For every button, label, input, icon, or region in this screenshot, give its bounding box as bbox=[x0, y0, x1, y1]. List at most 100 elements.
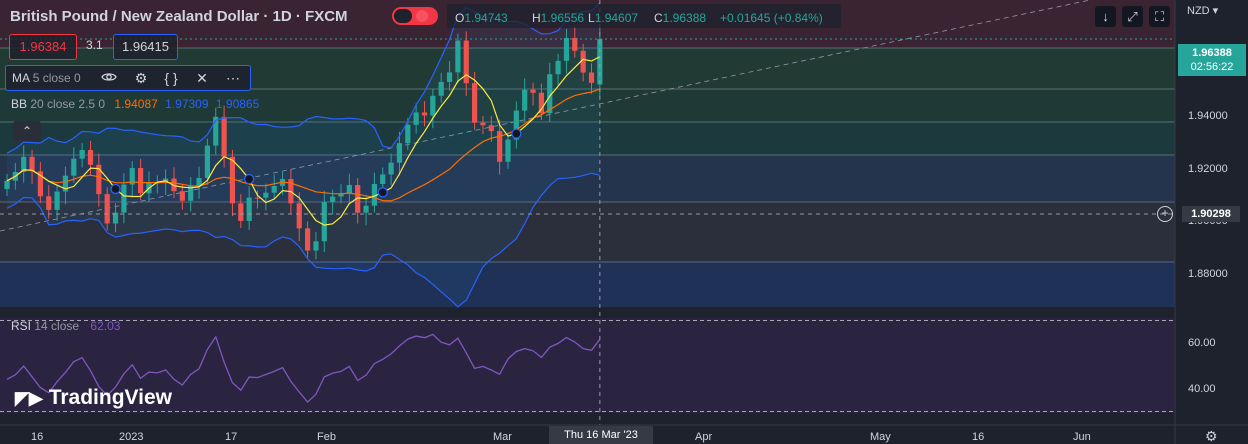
trend-line bbox=[0, 0, 1091, 232]
candle bbox=[497, 131, 503, 162]
candle bbox=[254, 197, 261, 199]
candle bbox=[555, 60, 561, 75]
fullscreen-icon[interactable]: ⛶ bbox=[1149, 6, 1170, 27]
candle bbox=[338, 193, 344, 197]
gear-icon[interactable]: ⚙ bbox=[134, 70, 148, 86]
candle bbox=[271, 185, 277, 193]
source-code-icon[interactable]: { } bbox=[164, 70, 178, 86]
rsi-tick: 60.00 bbox=[1188, 337, 1216, 349]
candle bbox=[112, 212, 119, 224]
candle bbox=[29, 156, 35, 172]
time-tick: 16 bbox=[972, 431, 985, 443]
market-status-toggle[interactable] bbox=[392, 7, 438, 25]
ohlc-background bbox=[447, 4, 841, 28]
candle bbox=[54, 191, 60, 210]
ohlc-change: +0.01645 (+0.84%) bbox=[720, 11, 823, 25]
expand-icon[interactable]: ⤢ bbox=[1122, 6, 1143, 27]
last-price-label: 1.96388 02:56:22 bbox=[1178, 44, 1246, 76]
tradingview-logo[interactable]: ◤▶ TradingView bbox=[15, 386, 173, 409]
ohlc-high: H1.96556 bbox=[532, 11, 585, 25]
candle bbox=[355, 185, 361, 213]
candle bbox=[396, 143, 403, 163]
rsi-tick: 40.00 bbox=[1188, 383, 1216, 395]
candle bbox=[472, 83, 478, 123]
price-zone bbox=[0, 122, 1175, 155]
candle bbox=[196, 177, 202, 187]
candle bbox=[104, 194, 110, 224]
time-tick: Apr bbox=[695, 431, 713, 443]
gear-icon[interactable]: ⚙ bbox=[1205, 428, 1218, 444]
time-tick: 2023 bbox=[119, 431, 144, 443]
ma-legend-label: MA 5 close 0 bbox=[12, 71, 81, 85]
candle bbox=[505, 139, 511, 162]
event-marker bbox=[511, 128, 522, 139]
ma-legend[interactable]: MA 5 close 0 ⚙ { } ✕ ⋯ bbox=[5, 65, 251, 91]
candle bbox=[388, 162, 394, 175]
candle bbox=[480, 122, 486, 126]
toggle-knob bbox=[394, 9, 412, 23]
candle bbox=[405, 124, 411, 144]
sell-button[interactable]: 1.96384 bbox=[9, 34, 77, 60]
candle bbox=[346, 185, 352, 194]
candle bbox=[129, 168, 135, 185]
candle bbox=[530, 89, 536, 93]
candle bbox=[413, 112, 419, 125]
bb-legend[interactable]: BB 20 close 2.5 0 1.94087 1.97309 1.9086… bbox=[11, 97, 260, 111]
event-marker bbox=[110, 183, 121, 195]
ohlc-open: O1.94743 bbox=[455, 11, 508, 25]
symbol-title[interactable]: British Pound / New Zealand Dollar · 1D … bbox=[10, 8, 348, 25]
rsi-pane-bg bbox=[0, 318, 1175, 413]
candle bbox=[321, 202, 327, 242]
candle bbox=[213, 116, 219, 146]
candle bbox=[513, 110, 519, 140]
candle bbox=[204, 145, 210, 178]
price-zone bbox=[0, 89, 1175, 122]
bb-lower-line bbox=[6, 172, 601, 308]
candle bbox=[371, 183, 377, 206]
eye-icon[interactable] bbox=[100, 69, 118, 87]
buy-button[interactable]: 1.96415 bbox=[113, 34, 178, 60]
candle bbox=[246, 197, 252, 221]
event-marker bbox=[377, 187, 388, 198]
candle bbox=[229, 156, 236, 204]
candle bbox=[37, 171, 43, 197]
candle bbox=[463, 40, 469, 84]
price-tick: 1.92000 bbox=[1188, 163, 1228, 175]
time-tick: 17 bbox=[225, 431, 238, 443]
currency-selector[interactable]: NZD ▾ bbox=[1187, 5, 1219, 17]
candle bbox=[46, 196, 52, 210]
candle bbox=[363, 205, 369, 213]
candle bbox=[87, 150, 94, 165]
candle bbox=[79, 150, 85, 159]
market-closed-dot-icon bbox=[416, 10, 428, 22]
collapse-legend-chevron-up-icon[interactable]: ⌃ bbox=[13, 121, 41, 141]
candle bbox=[588, 72, 595, 83]
more-icon[interactable]: ⋯ bbox=[226, 70, 240, 86]
candle bbox=[96, 164, 102, 195]
time-tick: Mar bbox=[493, 431, 512, 443]
crosshair-date-label: Thu 16 Mar '23 bbox=[549, 426, 653, 444]
candle bbox=[597, 39, 603, 85]
crosshair-price-label: 1.90298 bbox=[1182, 206, 1240, 222]
candle bbox=[538, 92, 544, 114]
time-tick: Feb bbox=[317, 431, 336, 443]
candle bbox=[21, 156, 27, 172]
down-arrow-icon[interactable]: ↓ bbox=[1095, 6, 1116, 27]
rsi-line bbox=[6, 333, 601, 404]
time-tick: 16 bbox=[31, 431, 44, 443]
candle bbox=[138, 168, 144, 194]
candle bbox=[221, 116, 227, 157]
ohlc-close: C1.96388 bbox=[654, 11, 707, 25]
candle bbox=[522, 89, 528, 111]
event-marker bbox=[243, 173, 255, 185]
candle bbox=[563, 37, 570, 61]
rsi-legend[interactable]: RSI 14 close 62.03 bbox=[11, 319, 121, 333]
add-plus-icon[interactable]: + bbox=[1157, 206, 1173, 222]
candle bbox=[572, 37, 578, 51]
candle bbox=[330, 196, 336, 203]
close-icon[interactable]: ✕ bbox=[196, 70, 208, 86]
time-tick: Jun bbox=[1073, 431, 1091, 443]
candle bbox=[188, 186, 194, 201]
